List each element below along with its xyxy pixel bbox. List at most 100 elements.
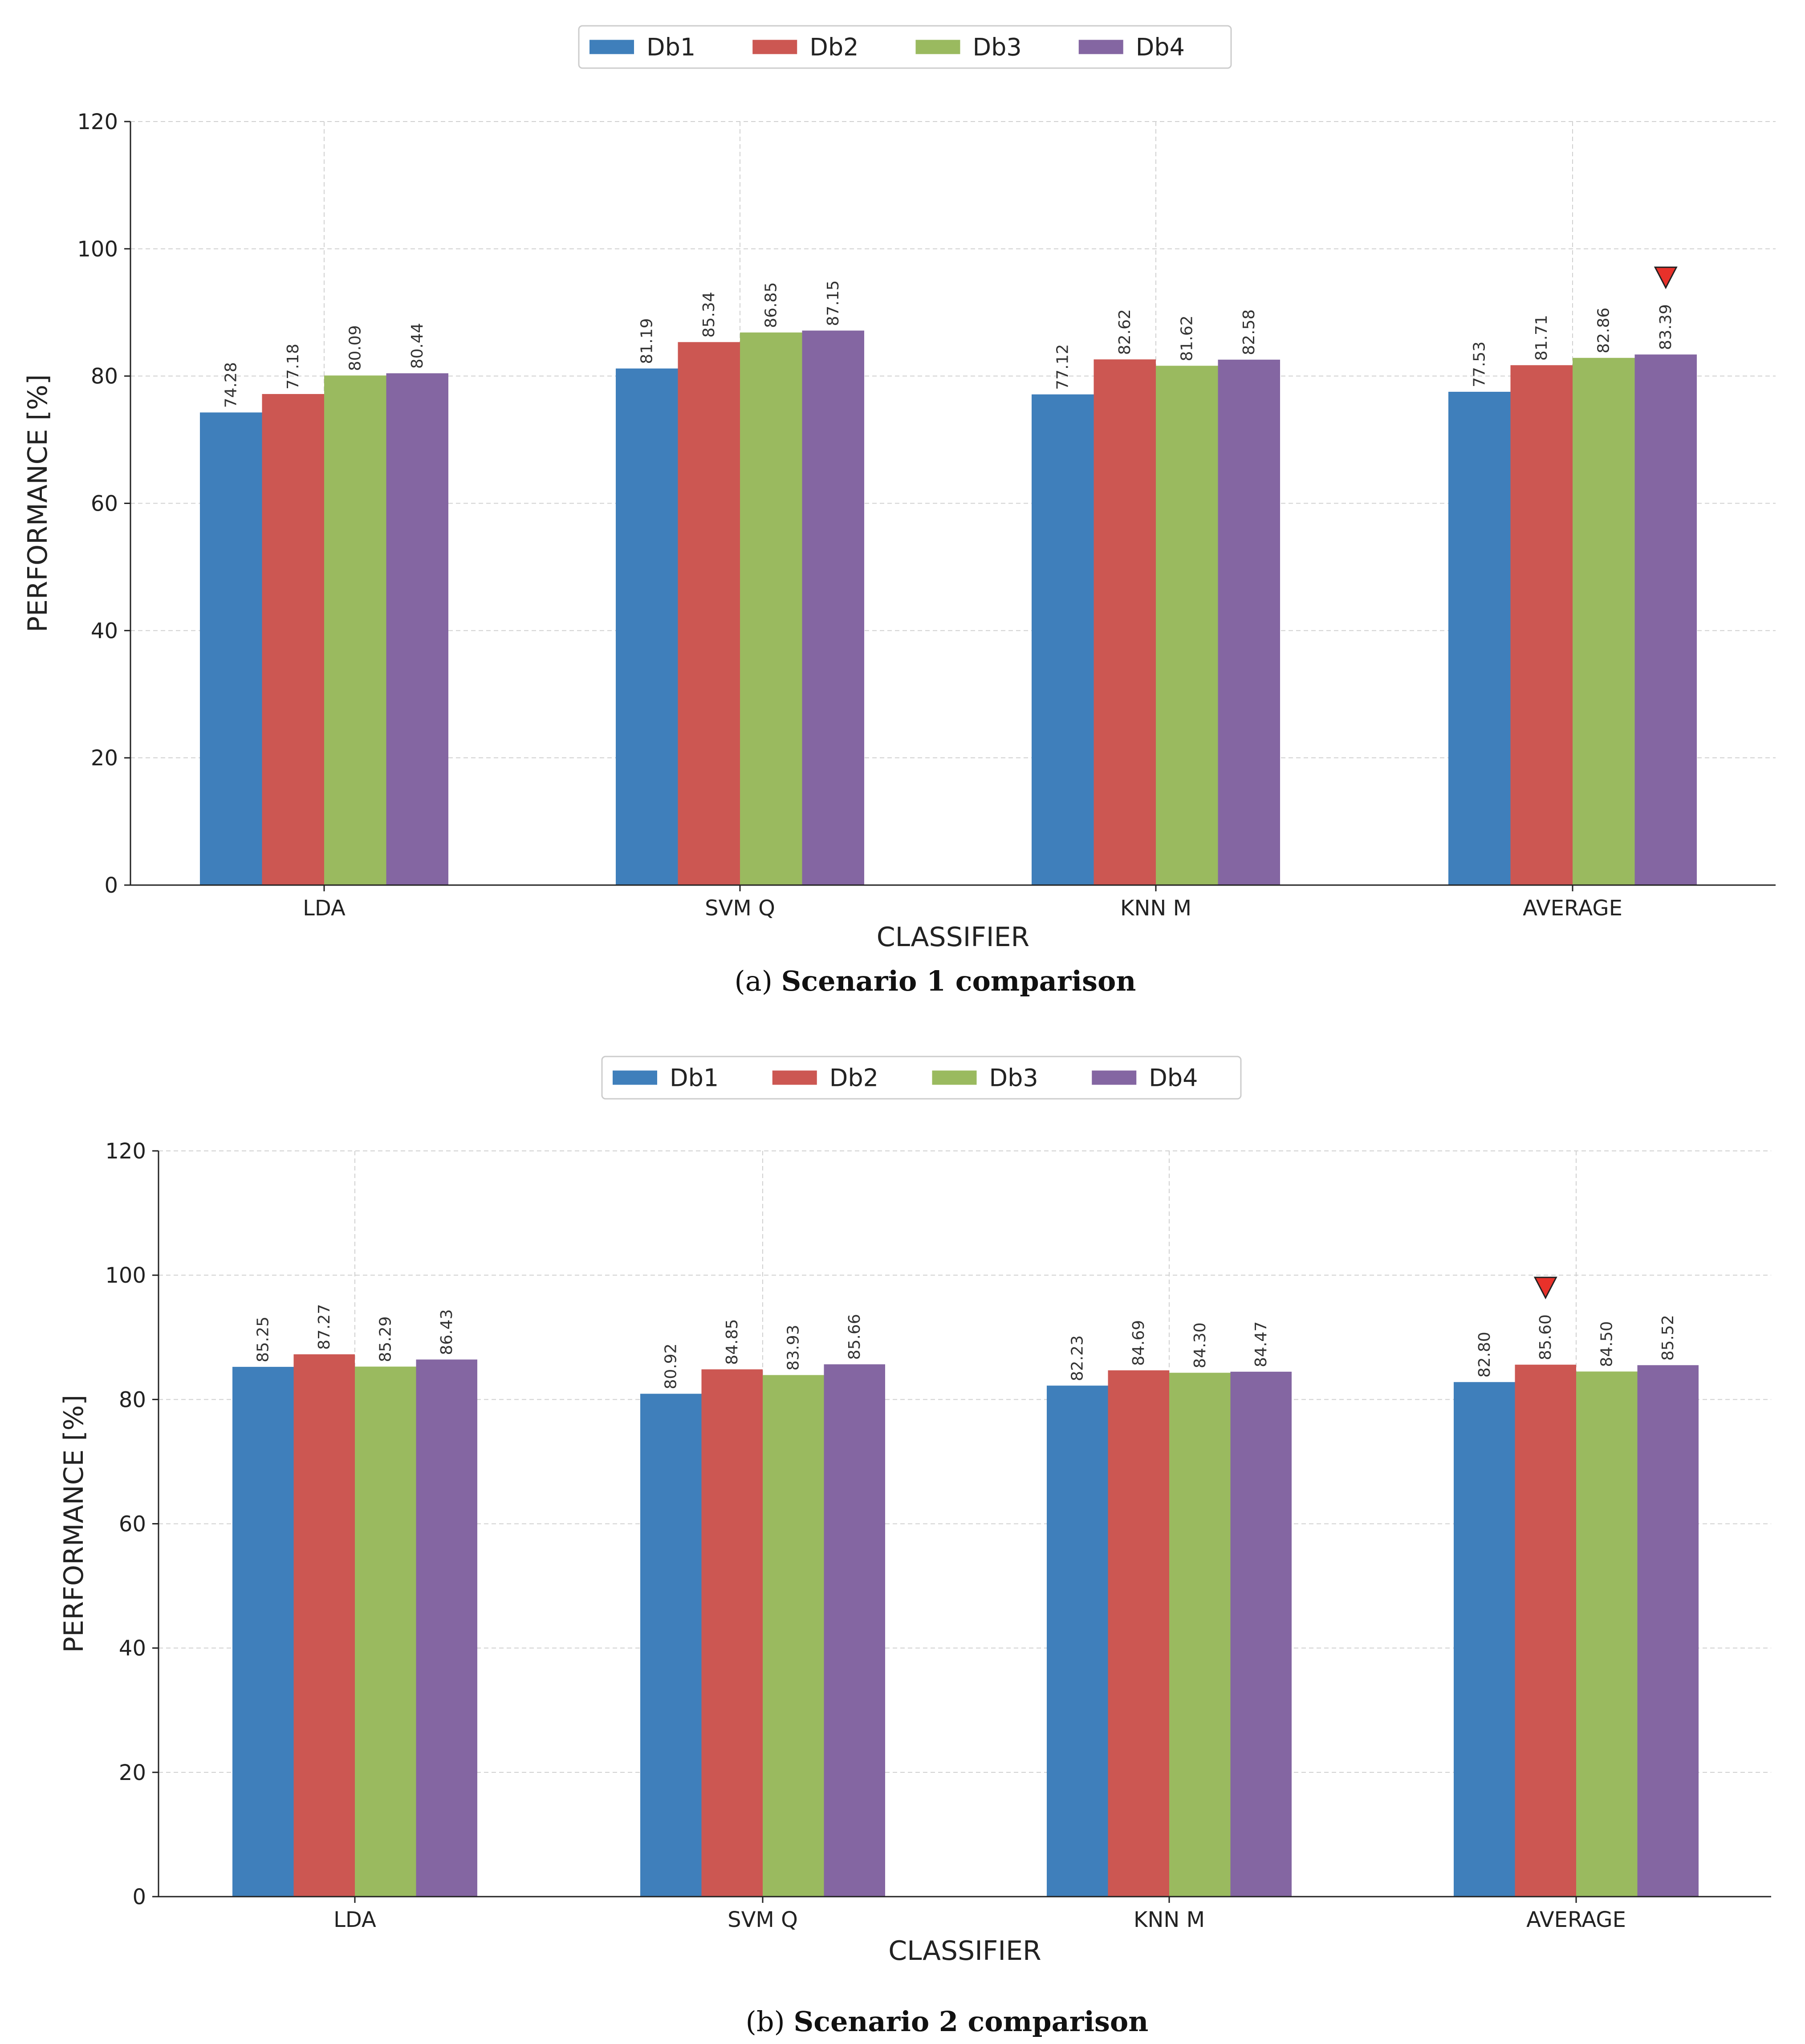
bar-value-label: 85.29 [377, 1316, 395, 1362]
bar-db4 [1218, 359, 1280, 885]
x-tick-label: LDA [303, 896, 346, 921]
bar-db2 [678, 342, 740, 886]
legend-label: Db4 [1136, 33, 1185, 61]
caption-letter: b [756, 2005, 774, 2038]
legend-label: Db4 [1149, 1064, 1198, 1092]
y-tick-label: 60 [119, 1512, 146, 1537]
bar-value-label: 82.62 [1116, 309, 1134, 355]
x-tick-label: LDA [333, 1907, 376, 1932]
bar-value-label: 80.44 [408, 323, 427, 369]
bar-value-label: 77.53 [1471, 341, 1489, 387]
bar-value-label: 81.71 [1533, 315, 1551, 361]
bar-db2 [262, 394, 324, 885]
bar-value-label: 77.18 [284, 344, 302, 390]
x-axis-title: CLASSIFIER [877, 922, 1029, 953]
legend-swatch-db4 [1078, 40, 1123, 54]
y-tick-label: 60 [91, 492, 118, 516]
bar-db4 [1637, 1365, 1699, 1897]
x-tick-label: KNN M [1120, 896, 1191, 921]
legend-swatch-db1 [613, 1070, 657, 1085]
legend-swatch-db1 [589, 40, 634, 54]
legend-swatch-db3 [915, 40, 960, 54]
bar-db1 [232, 1367, 294, 1897]
bar-db2 [1515, 1365, 1576, 1897]
caption-paren-open: ( [735, 965, 745, 997]
caption-text: Scenario 2 comparison [793, 2005, 1148, 2038]
figure-caption: (b) Scenario 2 comparison [746, 2005, 1149, 2038]
bar-value-label: 81.19 [638, 318, 656, 364]
bar-db4 [802, 330, 864, 886]
bar-db1 [616, 368, 678, 885]
bar-value-label: 85.52 [1659, 1315, 1677, 1361]
y-tick-label: 20 [119, 1760, 146, 1785]
legend-label: Db1 [670, 1064, 719, 1092]
legend-label: Db2 [809, 33, 858, 61]
bar-db1 [1032, 394, 1094, 885]
scenario-2-chart: 0 20 40 60 80 100 120 85.25 87.27 85.29 86.43 LDA 80… [58, 1056, 1771, 2038]
y-axis-title: PERFORMANCE [%] [22, 374, 53, 633]
bar-value-label: 83.93 [785, 1325, 803, 1370]
caption-paren-close: ) [774, 2005, 794, 2038]
bar-db4 [1634, 354, 1697, 885]
y-tick-label: 0 [104, 873, 118, 898]
bar-value-label: 85.60 [1537, 1314, 1555, 1360]
bar-value-label: 82.86 [1595, 308, 1613, 354]
legend-swatch-db3 [932, 1070, 977, 1085]
y-tick-label: 40 [119, 1636, 146, 1661]
bar-db3 [1156, 366, 1218, 885]
bar-db4 [386, 373, 448, 885]
bar-value-label: 81.62 [1178, 315, 1196, 361]
bar-value-label: 86.85 [762, 282, 781, 328]
bar-value-label: 82.58 [1240, 309, 1258, 355]
bar-db2 [701, 1369, 763, 1897]
bar-value-label: 87.15 [824, 280, 842, 326]
bar-value-label: 74.28 [222, 362, 240, 408]
legend-label: Db3 [989, 1064, 1038, 1092]
bar-db1 [200, 412, 262, 885]
bar-value-label: 84.50 [1598, 1321, 1616, 1367]
caption-paren-open: ( [746, 2005, 756, 2038]
bar-value-label: 80.09 [346, 325, 365, 371]
legend-swatch-db2 [772, 1070, 817, 1085]
bar-db3 [1573, 358, 1635, 885]
y-tick-label: 40 [91, 618, 118, 643]
bar-db2 [1108, 1370, 1169, 1897]
legend-swatch-db4 [1092, 1070, 1137, 1085]
bar-db3 [324, 375, 386, 886]
bar-value-label: 84.69 [1130, 1320, 1148, 1366]
best-marker-icon [1533, 1276, 1557, 1300]
caption-paren-close: ) [762, 965, 781, 997]
y-tick-label: 120 [77, 110, 118, 134]
scenario-1-chart: 0 20 40 60 80 100 120 74.28 77.18 80.09 80.44 LDA 81… [22, 25, 1776, 997]
figure-caption: (a) Scenario 1 comparison [735, 965, 1136, 997]
bar-value-label: 85.34 [700, 292, 718, 337]
bar-value-label: 84.30 [1191, 1322, 1209, 1368]
bar-value-label: 87.27 [315, 1304, 333, 1350]
y-tick-label: 0 [132, 1885, 146, 1910]
bar-value-label: 84.47 [1252, 1321, 1270, 1367]
x-axis-title: CLASSIFIER [888, 1935, 1041, 1967]
bar-value-label: 86.43 [438, 1309, 456, 1355]
x-tick-label: KNN M [1134, 1907, 1205, 1932]
y-tick-label: 20 [91, 746, 118, 771]
legend-box [578, 25, 1232, 69]
bar-value-label: 80.92 [662, 1343, 680, 1389]
x-tick-label: AVERAGE [1523, 896, 1622, 921]
bar-value-label: 83.39 [1657, 304, 1675, 350]
legend-swatch-db2 [752, 40, 797, 54]
bar-db3 [740, 332, 802, 885]
x-tick-label: AVERAGE [1526, 1907, 1626, 1932]
caption-text: Scenario 1 comparison [781, 965, 1136, 997]
bar-db3 [763, 1375, 824, 1897]
y-tick-label: 80 [119, 1387, 146, 1412]
y-tick-label: 100 [77, 237, 118, 262]
bar-db1 [1454, 1382, 1515, 1897]
bar-value-label: 77.12 [1054, 344, 1072, 390]
bar-db3 [1169, 1373, 1231, 1897]
legend-label: Db1 [646, 33, 695, 61]
bar-db2 [293, 1354, 355, 1897]
y-axis-title: PERFORMANCE [%] [58, 1395, 89, 1653]
caption-letter: a [745, 965, 762, 997]
best-marker-icon [1654, 266, 1678, 289]
bar-value-label: 82.23 [1069, 1335, 1087, 1381]
